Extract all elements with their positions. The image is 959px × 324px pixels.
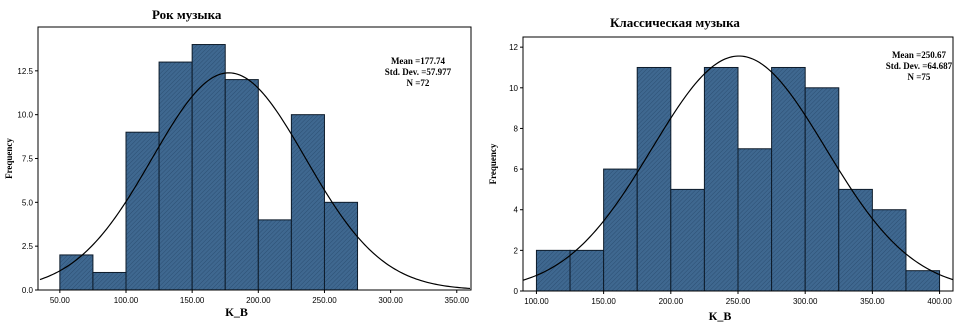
x-tick-label: 200.00: [659, 297, 684, 306]
normal-curve: [522, 55, 954, 281]
chart-title-classical: Классическая музыка: [610, 15, 740, 30]
y-tick-label: 7.5: [22, 155, 34, 164]
stats-std-dev: Std. Dev. =64.687: [886, 61, 953, 71]
y-tick-label: 4: [514, 206, 519, 215]
x-tick-label: 50.00: [50, 296, 71, 305]
histogram-bar: [535, 249, 571, 292]
histogram-bar: [703, 66, 739, 292]
histogram-classical: Классическая музыка 100.00 150.00 200.00 25…: [478, 0, 959, 324]
normal-curve: [39, 72, 471, 290]
histogram-bar: [771, 66, 806, 292]
histogram-bar: [158, 61, 193, 291]
chart-title-rock: Рок музыка: [152, 7, 222, 22]
y-tick-label: 12: [509, 43, 518, 52]
histogram-bar: [603, 168, 638, 292]
x-tick-label: 100.00: [524, 297, 549, 306]
x-tick-label: 350.00: [445, 296, 470, 305]
histogram-bar: [670, 188, 705, 292]
x-tick-label: 250.00: [312, 296, 337, 305]
y-tick-label: 12.5: [17, 67, 33, 76]
x-tick-label: 250.00: [726, 297, 751, 306]
histogram-rock: Рок музыка 50.00 100.00 150.00 200.00 250.00…: [0, 0, 476, 324]
y-tick-label: 2.5: [22, 242, 34, 251]
x-tick-label: 400.00: [927, 297, 952, 306]
x-tick-label: 150.00: [591, 297, 616, 306]
x-tick-label: 350.00: [860, 297, 885, 306]
y-tick-label: 5.0: [22, 198, 34, 207]
x-tick-label: 150.00: [180, 296, 205, 305]
histogram-bar: [191, 44, 226, 291]
x-tick-label: 100.00: [114, 296, 139, 305]
y-tick-label: 0.0: [22, 286, 34, 295]
y-tick-label: 10: [509, 84, 518, 93]
y-tick-label: 10.0: [17, 111, 33, 120]
x-axis-title: К_В: [225, 305, 248, 319]
stats-n: N =72: [407, 78, 430, 88]
histogram-bar: [290, 114, 325, 291]
histogram-bar: [323, 201, 359, 291]
x-tick-label: 300.00: [378, 296, 403, 305]
histogram-bar: [636, 66, 672, 292]
histogram-bar: [224, 79, 259, 291]
histogram-classical-svg: 100.00 150.00 200.00 250.00 300.00 350.00 400.…: [488, 36, 954, 323]
histogram-bar: [257, 219, 292, 291]
y-tick-label: 0: [514, 287, 519, 296]
y-tick-label: 6: [514, 165, 519, 174]
x-tick-label: 200.00: [246, 296, 271, 305]
histogram-bar: [838, 188, 873, 292]
histogram-bar: [804, 87, 840, 292]
histogram-rock-svg: 50.00 100.00 150.00 200.00 250.00 300.00 350.0…: [4, 26, 472, 319]
histogram-bar: [92, 271, 127, 291]
x-tick-label: 300.00: [793, 297, 818, 306]
stats-mean: Mean =177.74: [391, 56, 446, 66]
stats-n: N =75: [908, 72, 931, 82]
y-tick-label: 8: [514, 124, 519, 133]
y-axis-title: Frequency: [488, 143, 498, 184]
histogram-bar: [737, 148, 773, 292]
histogram-bar: [569, 249, 605, 292]
y-tick-label: 2: [514, 246, 519, 255]
y-axis-title: Frequency: [4, 138, 14, 179]
stats-std-dev: Std. Dev. =57.977: [385, 67, 452, 77]
histogram-bar: [905, 270, 941, 292]
x-axis-title: К_В: [709, 309, 732, 323]
stats-mean: Mean =250.67: [892, 50, 947, 60]
